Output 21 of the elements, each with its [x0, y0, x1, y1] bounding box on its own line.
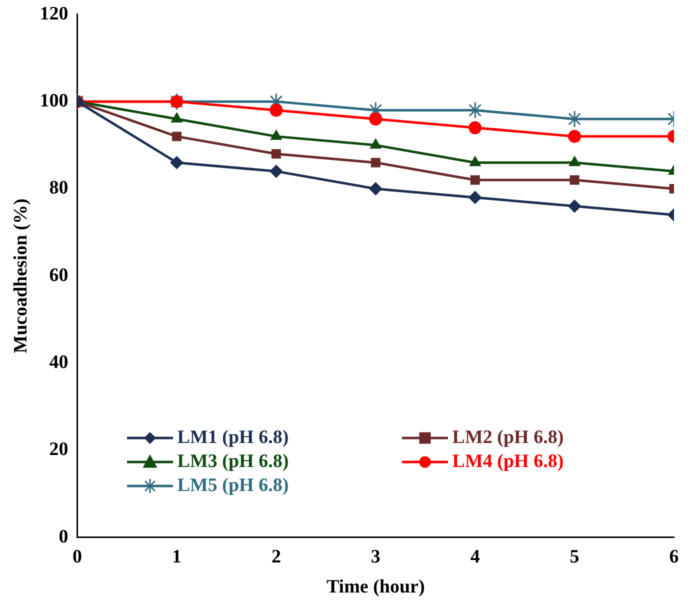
y-tick-label: 20 — [49, 439, 68, 460]
y-tick-label: 0 — [58, 526, 68, 548]
y-tick-label: 80 — [49, 178, 68, 199]
legend-label: LM5 (pH 6.8) — [177, 475, 289, 498]
y-tick-label: 120 — [40, 3, 68, 24]
x-tick-label: 6 — [669, 546, 679, 568]
y-tick-label: 100 — [40, 90, 68, 112]
x-tick-label: 4 — [470, 546, 480, 568]
legend-label: LM1 (pH 6.8) — [177, 427, 289, 450]
x-tick-label: 2 — [271, 546, 281, 568]
x-tick-label: 0 — [72, 546, 82, 568]
legend-label: LM2 (pH 6.8) — [452, 427, 564, 450]
legend-label: LM3 (pH 6.8) — [177, 451, 289, 474]
x-tick-label: 5 — [570, 546, 580, 568]
x-tick-label: 1 — [172, 546, 182, 568]
x-axis-title: Time (hour) — [326, 576, 425, 598]
y-axis-title: Mucoadhesion (%) — [10, 198, 32, 354]
x-tick-label: 3 — [370, 546, 380, 568]
legend-label: LM4 (pH 6.8) — [452, 451, 564, 474]
y-tick-label: 40 — [49, 352, 68, 373]
y-tick-label: 60 — [49, 264, 68, 286]
